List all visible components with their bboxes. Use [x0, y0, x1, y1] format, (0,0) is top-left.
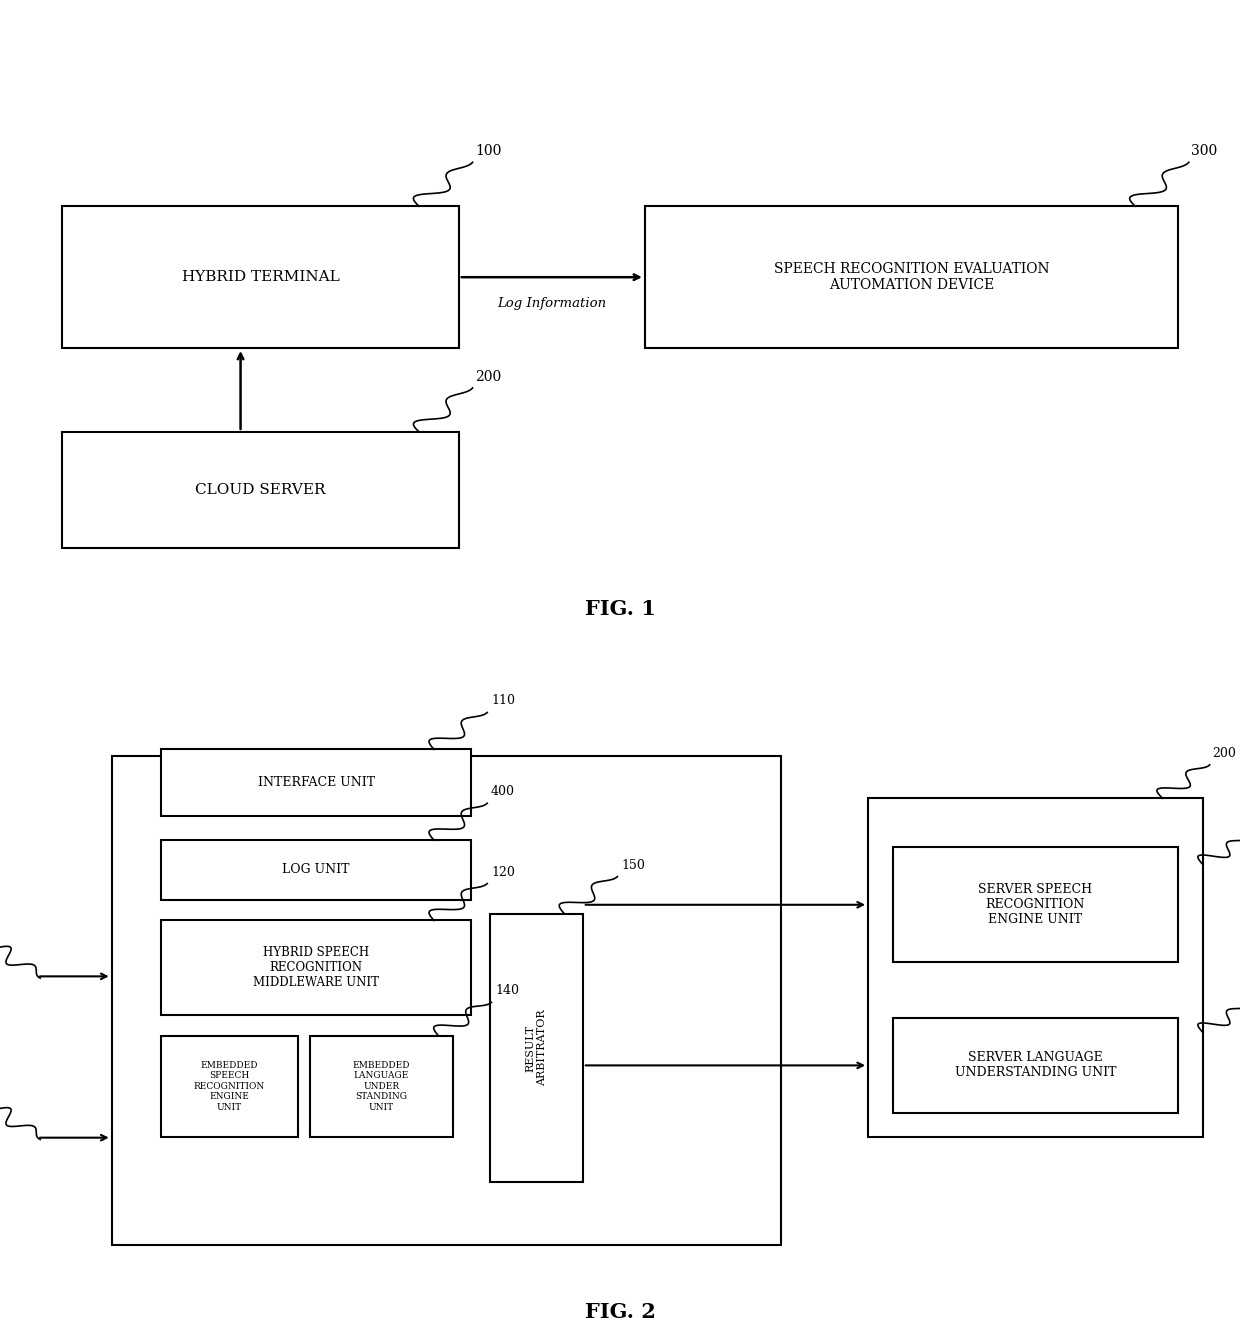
Text: EMBEDDED
LANGUAGE
UNDER
STANDING
UNIT: EMBEDDED LANGUAGE UNDER STANDING UNIT — [352, 1061, 410, 1112]
Text: LOG UNIT: LOG UNIT — [283, 864, 350, 877]
Text: HYBRID SPEECH
RECOGNITION
MIDDLEWARE UNIT: HYBRID SPEECH RECOGNITION MIDDLEWARE UNI… — [253, 945, 379, 990]
Text: 140: 140 — [496, 984, 520, 998]
FancyBboxPatch shape — [645, 207, 1178, 348]
Text: 150: 150 — [621, 858, 645, 872]
Text: FIG. 1: FIG. 1 — [584, 599, 656, 619]
Text: 110: 110 — [491, 694, 515, 708]
Text: 300: 300 — [1192, 144, 1218, 158]
Text: 100: 100 — [475, 144, 501, 158]
Text: 400: 400 — [491, 786, 515, 798]
FancyBboxPatch shape — [893, 1018, 1178, 1112]
Text: FIG. 2: FIG. 2 — [584, 1303, 656, 1322]
FancyBboxPatch shape — [161, 1035, 298, 1138]
Text: HYBRID TERMINAL: HYBRID TERMINAL — [181, 270, 340, 285]
FancyBboxPatch shape — [161, 749, 471, 815]
Text: 200: 200 — [1213, 747, 1236, 760]
FancyBboxPatch shape — [112, 756, 781, 1245]
FancyBboxPatch shape — [62, 207, 459, 348]
Text: RESULT
ARBITRATOR: RESULT ARBITRATOR — [526, 1010, 547, 1086]
FancyBboxPatch shape — [490, 913, 583, 1182]
Text: 200: 200 — [475, 369, 501, 384]
FancyBboxPatch shape — [310, 1035, 453, 1138]
FancyBboxPatch shape — [161, 841, 471, 900]
Text: SERVER LANGUAGE
UNDERSTANDING UNIT: SERVER LANGUAGE UNDERSTANDING UNIT — [955, 1052, 1116, 1080]
Text: EMBEDDED
SPEECH
RECOGNITION
ENGINE
UNIT: EMBEDDED SPEECH RECOGNITION ENGINE UNIT — [193, 1061, 265, 1112]
Text: SPEECH RECOGNITION EVALUATION
AUTOMATION DEVICE: SPEECH RECOGNITION EVALUATION AUTOMATION… — [774, 262, 1049, 293]
Text: SERVER SPEECH
RECOGNITION
ENGINE UNIT: SERVER SPEECH RECOGNITION ENGINE UNIT — [978, 884, 1092, 927]
Text: CLOUD SERVER: CLOUD SERVER — [195, 483, 326, 497]
Text: INTERFACE UNIT: INTERFACE UNIT — [258, 776, 374, 790]
FancyBboxPatch shape — [868, 798, 1203, 1138]
FancyBboxPatch shape — [893, 847, 1178, 963]
FancyBboxPatch shape — [161, 920, 471, 1015]
Text: Log Information: Log Information — [497, 297, 606, 309]
Text: 120: 120 — [491, 866, 515, 878]
FancyBboxPatch shape — [62, 432, 459, 548]
